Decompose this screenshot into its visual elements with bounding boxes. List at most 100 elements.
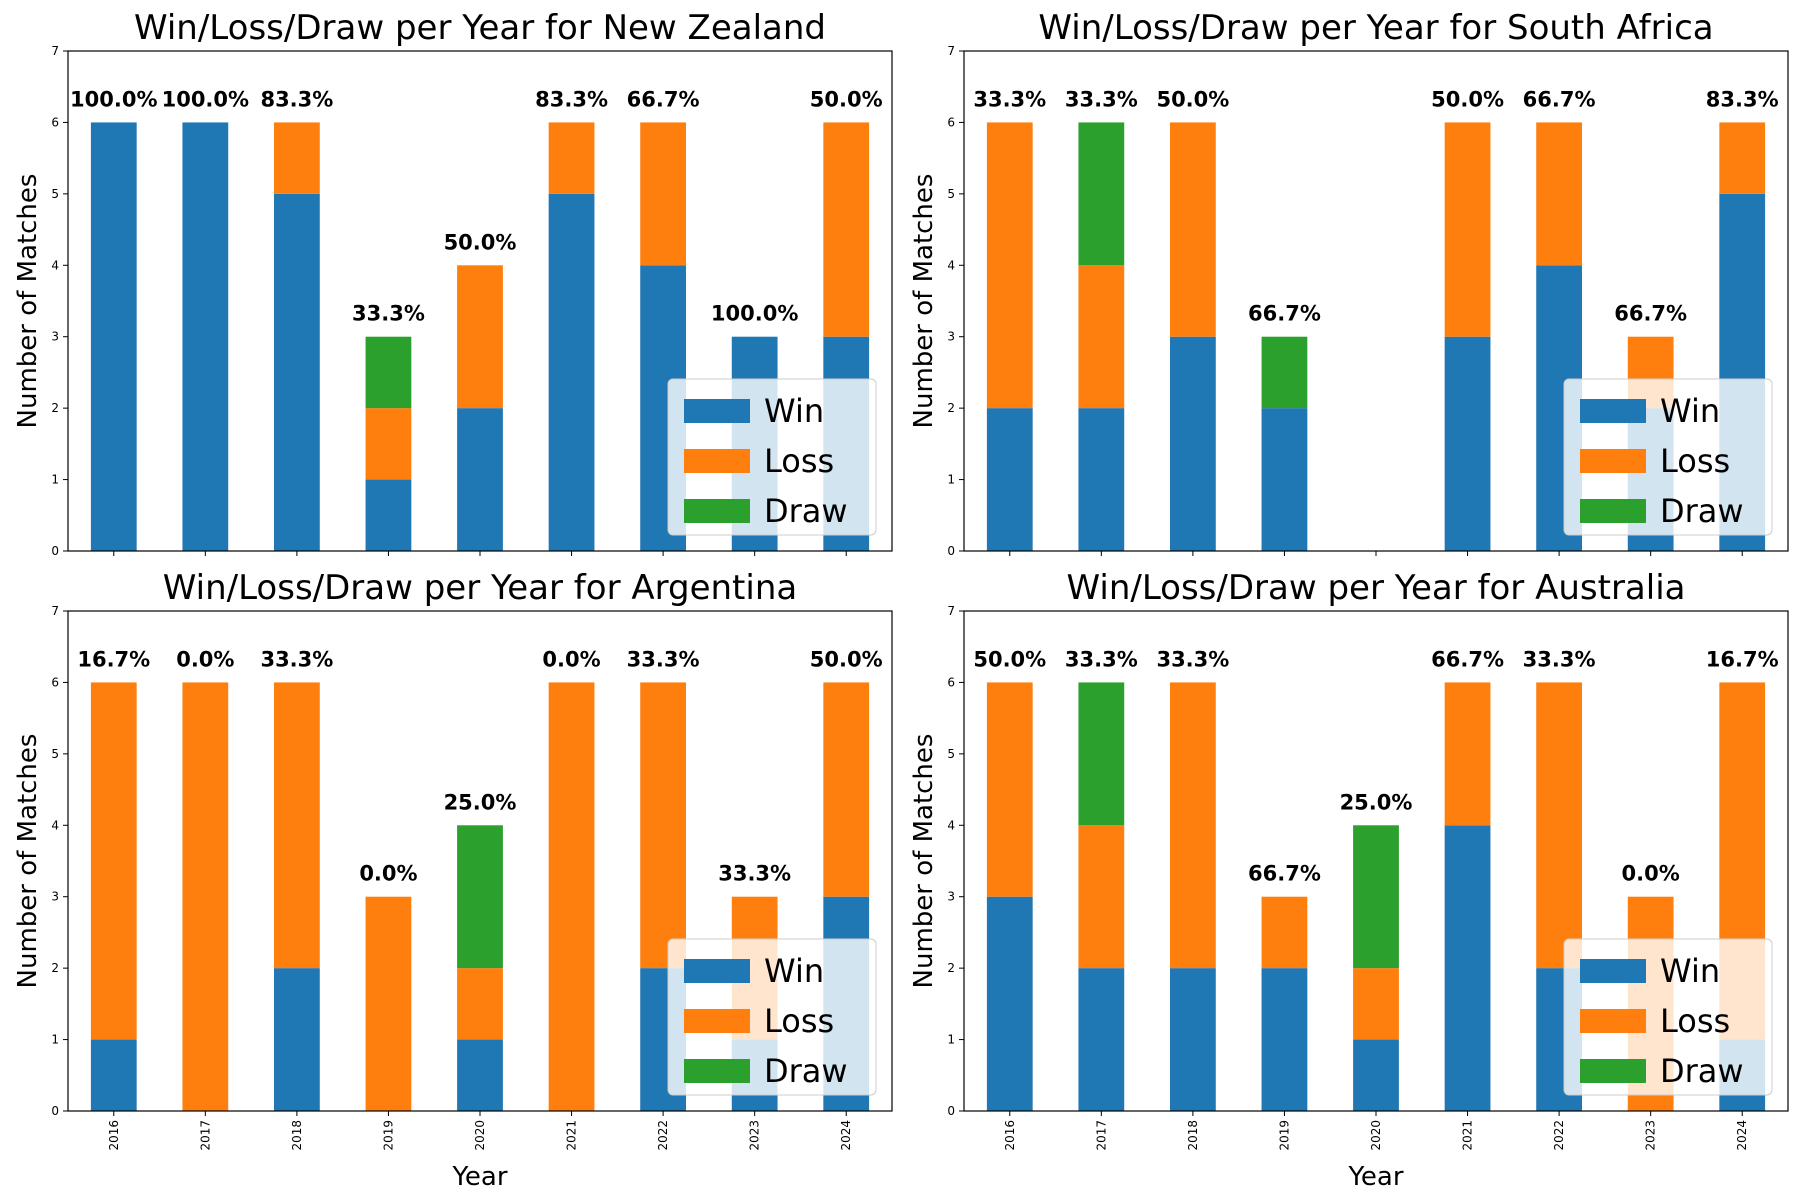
chart-3-y-tick-label: 4 (51, 818, 59, 832)
chart-4-legend: Win Loss Draw (1563, 938, 1773, 1096)
chart-4-legend-swatch-draw (1580, 1059, 1646, 1083)
chart-1-y-tick-label: 4 (51, 258, 59, 272)
chart-4-bar-loss-2021 (1444, 682, 1491, 826)
chart-2-bar-loss-2018 (1170, 122, 1216, 337)
chart-3-win-pct-label-2019: 0.0% (359, 862, 417, 886)
chart-4-x-axis-label: Year (1347, 1162, 1403, 1192)
chart-2-bar-draw-2019 (1261, 336, 1308, 409)
chart-1-bar-win-2020 (457, 408, 503, 551)
chart-4-legend-label-draw: Draw (1660, 1052, 1744, 1090)
chart-4-bar-loss-2017 (1078, 825, 1125, 969)
chart-2-bar-win-2017 (1078, 408, 1125, 551)
chart-4-bar-loss-2022 (1536, 682, 1582, 969)
chart-4-win-pct-label-2023: 0.0% (1622, 862, 1680, 886)
chart-2-bar-draw-2017 (1078, 122, 1125, 266)
chart-2-win-pct-label-2017: 33.3% (1065, 87, 1138, 111)
chart-4-title: Win/Loss/Draw per Year for Australia (1067, 568, 1686, 608)
chart-4-y-tick-label: 0 (947, 1104, 955, 1118)
chart-4-legend-label-win: Win (1660, 952, 1720, 990)
chart-4-legend-swatch-loss (1580, 1009, 1646, 1033)
chart-1-bar-loss-2020 (457, 265, 503, 409)
chart-4-x-tick-label-2020: 2020 (1369, 1120, 1383, 1151)
chart-3-legend-label-loss: Loss (764, 1002, 834, 1040)
chart-3-x-tick-label-2023: 2023 (748, 1120, 762, 1151)
chart-4-bar-win-2016 (986, 896, 1033, 1111)
chart-4-x-tick-label-2023: 2023 (1644, 1120, 1658, 1151)
chart-4-x-tick-label-2016: 2016 (1003, 1120, 1017, 1151)
chart-2-bar-loss-2021 (1444, 122, 1491, 337)
chart-3-win-pct-label-2021: 0.0% (542, 647, 600, 671)
chart-2-legend-label-draw: Draw (1660, 492, 1744, 530)
chart-1-legend-label-draw: Draw (764, 492, 848, 530)
chart-2-win-pct-label-2024: 83.3% (1706, 87, 1779, 111)
chart-4-win-pct-label-2020: 25.0% (1340, 790, 1413, 814)
chart-1-title: Win/Loss/Draw per Year for New Zealand (134, 8, 826, 48)
chart-3-axes-frame (67, 610, 893, 1112)
chart-1-bar-win-2018 (274, 193, 320, 551)
chart-1-legend-label-win: Win (764, 392, 824, 430)
chart-4-bar-win-2020 (1353, 1039, 1399, 1111)
chart-2-legend-swatch-loss (1580, 449, 1646, 473)
chart-3-bar-loss-2021 (548, 682, 595, 1111)
chart-3-bar-win-2018 (274, 968, 320, 1111)
chart-1-bar-loss-2024 (823, 122, 870, 337)
chart-3-y-tick-label: 7 (51, 604, 59, 618)
chart-1-win-pct-label-2021: 83.3% (535, 87, 608, 111)
chart-1-win-pct-label-2023: 100.0% (711, 302, 798, 326)
chart-4-bar-loss-2020 (1353, 968, 1399, 1040)
chart-3-bar-loss-2016 (90, 682, 137, 1040)
chart-1-y-tick-label: 5 (51, 187, 59, 201)
chart-1-win-pct-label-2017: 100.0% (162, 87, 249, 111)
chart-1-y-axis-label: Number of Matches (13, 174, 43, 429)
chart-4-x-tick-label-2018: 2018 (1186, 1120, 1200, 1151)
chart-4-y-tick-label: 7 (947, 604, 955, 618)
chart-4-axes-frame (963, 610, 1789, 1112)
chart-2-bar-loss-2016 (986, 122, 1033, 409)
chart-3-win-pct-label-2018: 33.3% (260, 647, 333, 671)
chart-4-bar-win-2019 (1261, 968, 1308, 1111)
chart-1-win-pct-label-2019: 33.3% (352, 302, 425, 326)
chart-2-win-pct-label-2018: 50.0% (1156, 87, 1229, 111)
chart-3-y-tick-label: 2 (51, 961, 59, 975)
chart-4-bar-draw-2020 (1353, 825, 1399, 969)
chart-3-bar-loss-2018 (274, 682, 320, 969)
chart-4-y-tick-label: 2 (947, 961, 955, 975)
chart-4-y-tick-label: 4 (947, 818, 955, 832)
chart-1-bar-loss-2022 (640, 122, 686, 266)
chart-2-win-pct-label-2023: 66.7% (1614, 302, 1687, 326)
chart-3-x-tick-label-2022: 2022 (656, 1120, 670, 1151)
chart-1-legend-swatch-draw (684, 499, 750, 523)
chart-4-bar-win-2021 (1444, 825, 1491, 1111)
chart-2-bar-loss-2022 (1536, 122, 1582, 266)
chart-4-y-tick-label: 6 (947, 675, 955, 689)
chart-3-y-tick-label: 6 (51, 675, 59, 689)
chart-4-bar-draw-2017 (1078, 682, 1125, 826)
chart-1-y-tick-label: 7 (51, 44, 59, 58)
chart-3-legend: Win Loss Draw (667, 938, 877, 1096)
chart-4-legend-label-loss: Loss (1660, 1002, 1730, 1040)
chart-3-x-tick-label-2024: 2024 (839, 1120, 853, 1151)
chart-3-y-tick-label: 1 (51, 1033, 59, 1047)
chart-4-x-tick-label-2017: 2017 (1094, 1120, 1108, 1151)
chart-4-y-tick-label: 5 (947, 747, 955, 761)
chart-1-y-tick-label: 1 (51, 473, 59, 487)
chart-4-panel: Win/Loss/Draw per Year for Australia Numb… (909, 568, 1789, 1192)
chart-1-bar-draw-2019 (365, 336, 412, 409)
chart-2-axes-frame (963, 50, 1789, 552)
chart-1-bar-win-2019 (365, 479, 412, 551)
chart-2-y-tick-label: 7 (947, 44, 955, 58)
chart-3-y-tick-label: 3 (51, 890, 59, 904)
chart-4-win-pct-label-2024: 16.7% (1706, 647, 1779, 671)
chart-3-x-tick-label-2019: 2019 (381, 1120, 395, 1151)
chart-1-bar-loss-2021 (548, 122, 595, 194)
chart-2-y-tick-label: 3 (947, 330, 955, 344)
chart-4-x-tick-label-2022: 2022 (1552, 1120, 1566, 1151)
chart-2-y-tick-label: 5 (947, 187, 955, 201)
chart-2-bar-win-2019 (1261, 408, 1308, 551)
chart-1-y-tick-label: 3 (51, 330, 59, 344)
chart-3-x-tick-label-2021: 2021 (565, 1120, 579, 1151)
chart-3-bar-loss-2020 (457, 968, 503, 1040)
chart-4-bar-win-2018 (1170, 968, 1216, 1111)
chart-1-win-pct-label-2022: 66.7% (627, 87, 700, 111)
chart-2-win-pct-label-2019: 66.7% (1248, 302, 1321, 326)
